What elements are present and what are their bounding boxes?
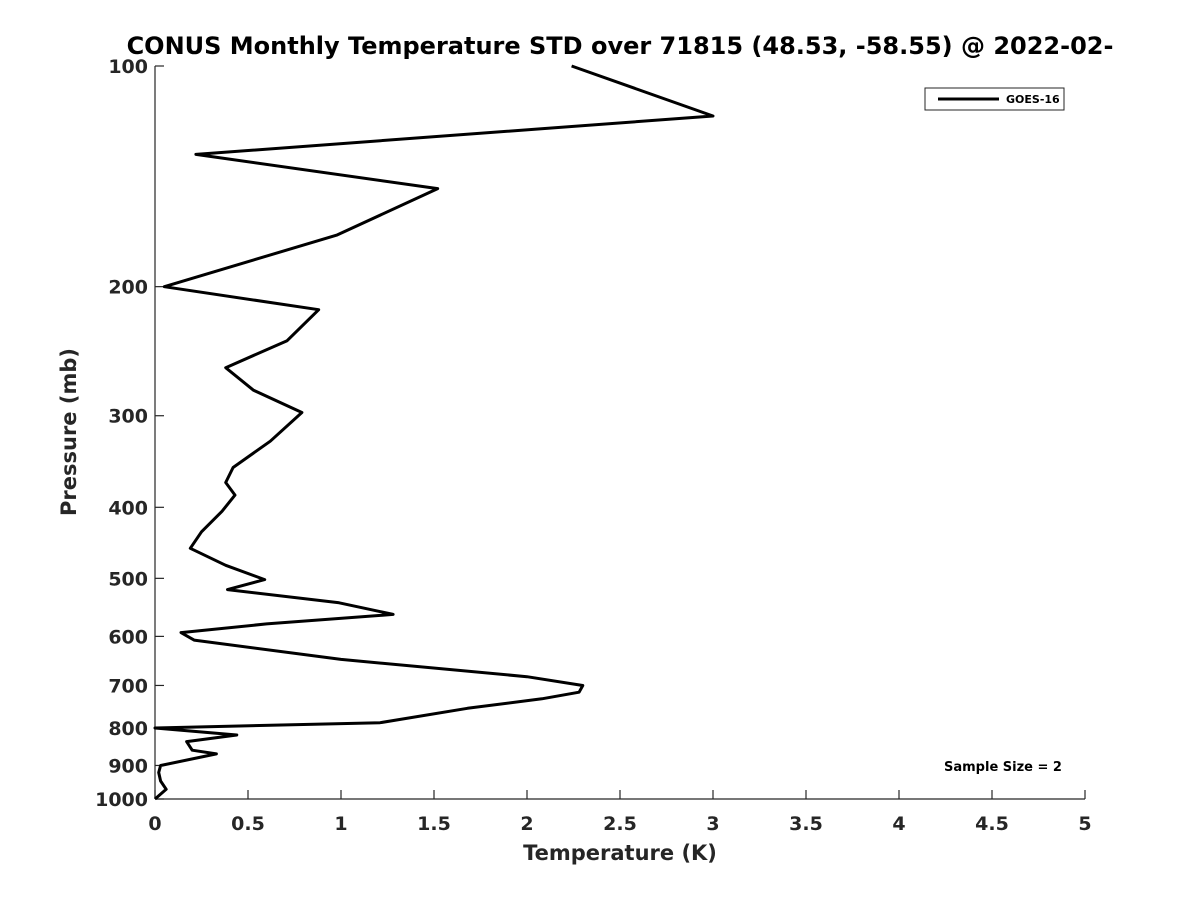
x-tick-label: 4.5 [975, 813, 1009, 835]
x-tick-label: 0.5 [231, 813, 265, 835]
series-line-goes-16 [153, 64, 715, 801]
x-tick-label: 5 [1078, 813, 1091, 835]
chart-title: CONUS Monthly Temperature STD over 71815… [127, 32, 1114, 60]
legend-label-goes-16: GOES-16 [1006, 93, 1060, 106]
y-tick-label: 500 [108, 568, 148, 590]
y-tick-label: 600 [108, 626, 148, 648]
legend: GOES-16 [924, 87, 1065, 111]
y-tick-label: 200 [108, 277, 148, 299]
x-tick-label: 3 [706, 813, 719, 835]
y-tick-label: 700 [108, 675, 148, 697]
x-axis-label: Temperature (K) [523, 841, 717, 865]
x-tick-label: 1.5 [417, 813, 451, 835]
y-tick-label: 900 [108, 755, 148, 777]
x-tick-label: 3.5 [789, 813, 823, 835]
series-layer [153, 64, 715, 801]
y-tick-label: 1000 [95, 789, 148, 811]
y-tick-label: 800 [108, 718, 148, 740]
y-tick-label: 300 [108, 406, 148, 428]
x-tick-label: 1 [334, 813, 347, 835]
x-tick-label: 2.5 [603, 813, 637, 835]
y-ticks: 100 200 300 400 500 600 700 800 900 1000 [95, 56, 164, 811]
sample-size-annotation: Sample Size = 2 [944, 760, 1062, 775]
y-tick-label: 400 [108, 497, 148, 519]
x-tick-label: 4 [892, 813, 905, 835]
x-ticks: 0 0.5 1 1.5 2 2.5 3 3.5 4 4.5 5 [148, 790, 1092, 835]
y-axis-label: Pressure (mb) [57, 348, 81, 516]
axes [154, 66, 1085, 800]
x-tick-label: 2 [520, 813, 533, 835]
x-tick-label: 0 [148, 813, 161, 835]
y-tick-label: 100 [108, 56, 148, 78]
